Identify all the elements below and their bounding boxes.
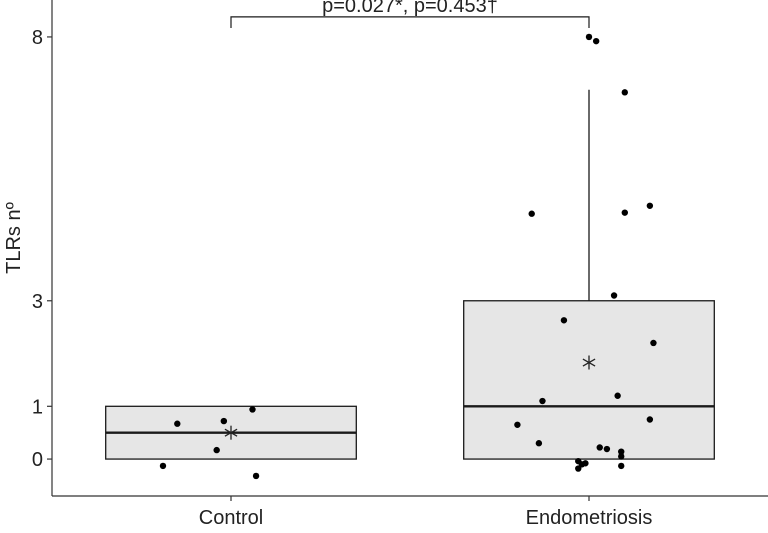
data-point-endometriosis — [614, 392, 621, 399]
data-point-control — [159, 462, 167, 470]
data-point-control — [174, 420, 181, 427]
y-tick-label: 8 — [32, 27, 43, 49]
data-point-endometriosis — [646, 416, 654, 423]
mean-marker-stroke — [582, 358, 596, 367]
x-tick-label: Endometriosis — [526, 507, 653, 528]
data-point-endometriosis — [535, 440, 543, 447]
data-point-endometriosis — [592, 37, 600, 45]
axes-layer — [51, 0, 768, 497]
mean-marker-control — [224, 425, 238, 440]
mean-marker-endometriosis — [582, 355, 596, 370]
data-point-endometriosis — [650, 339, 657, 347]
data-point-control — [220, 417, 228, 425]
data-point-endometriosis — [610, 292, 618, 299]
data-point-endometriosis — [621, 89, 628, 96]
data-point-endometriosis — [618, 453, 625, 460]
data-point-control — [252, 472, 260, 480]
data-point-endometriosis — [528, 210, 535, 217]
data-point-endometriosis — [646, 202, 654, 209]
data-point-endometriosis — [575, 465, 582, 472]
y-tick-label: 3 — [32, 291, 43, 313]
data-point-endometriosis — [582, 460, 589, 467]
data-point-endometriosis — [585, 33, 593, 41]
data-point-endometriosis — [514, 421, 521, 428]
data-point-endometriosis — [618, 462, 625, 470]
boxes-layer — [105, 89, 715, 460]
data-point-control — [249, 406, 256, 413]
annotation-layer: p=0.027*, p=0.453† — [230, 0, 590, 28]
x-tick-label: Control — [199, 507, 263, 528]
data-point-endometriosis — [603, 445, 611, 453]
box-endometriosis — [463, 300, 715, 460]
points-layer — [159, 33, 657, 480]
data-point-endometriosis — [596, 444, 603, 451]
y-tick-label: 1 — [32, 396, 43, 418]
y-axis-title: TLRs nº — [3, 201, 25, 273]
data-point-endometriosis — [560, 317, 568, 324]
data-point-control — [213, 446, 220, 454]
ticks-layer: 0 1 3 8 Control Endometriosis — [32, 27, 653, 529]
mean-marker-stroke — [224, 428, 238, 437]
significance-bracket — [230, 16, 590, 28]
data-point-endometriosis — [618, 448, 625, 455]
data-point-endometriosis — [621, 209, 628, 216]
y-tick-label: 0 — [32, 449, 43, 471]
data-point-endometriosis — [539, 397, 546, 405]
significance-annotation: p=0.027*, p=0.453† — [322, 0, 498, 17]
